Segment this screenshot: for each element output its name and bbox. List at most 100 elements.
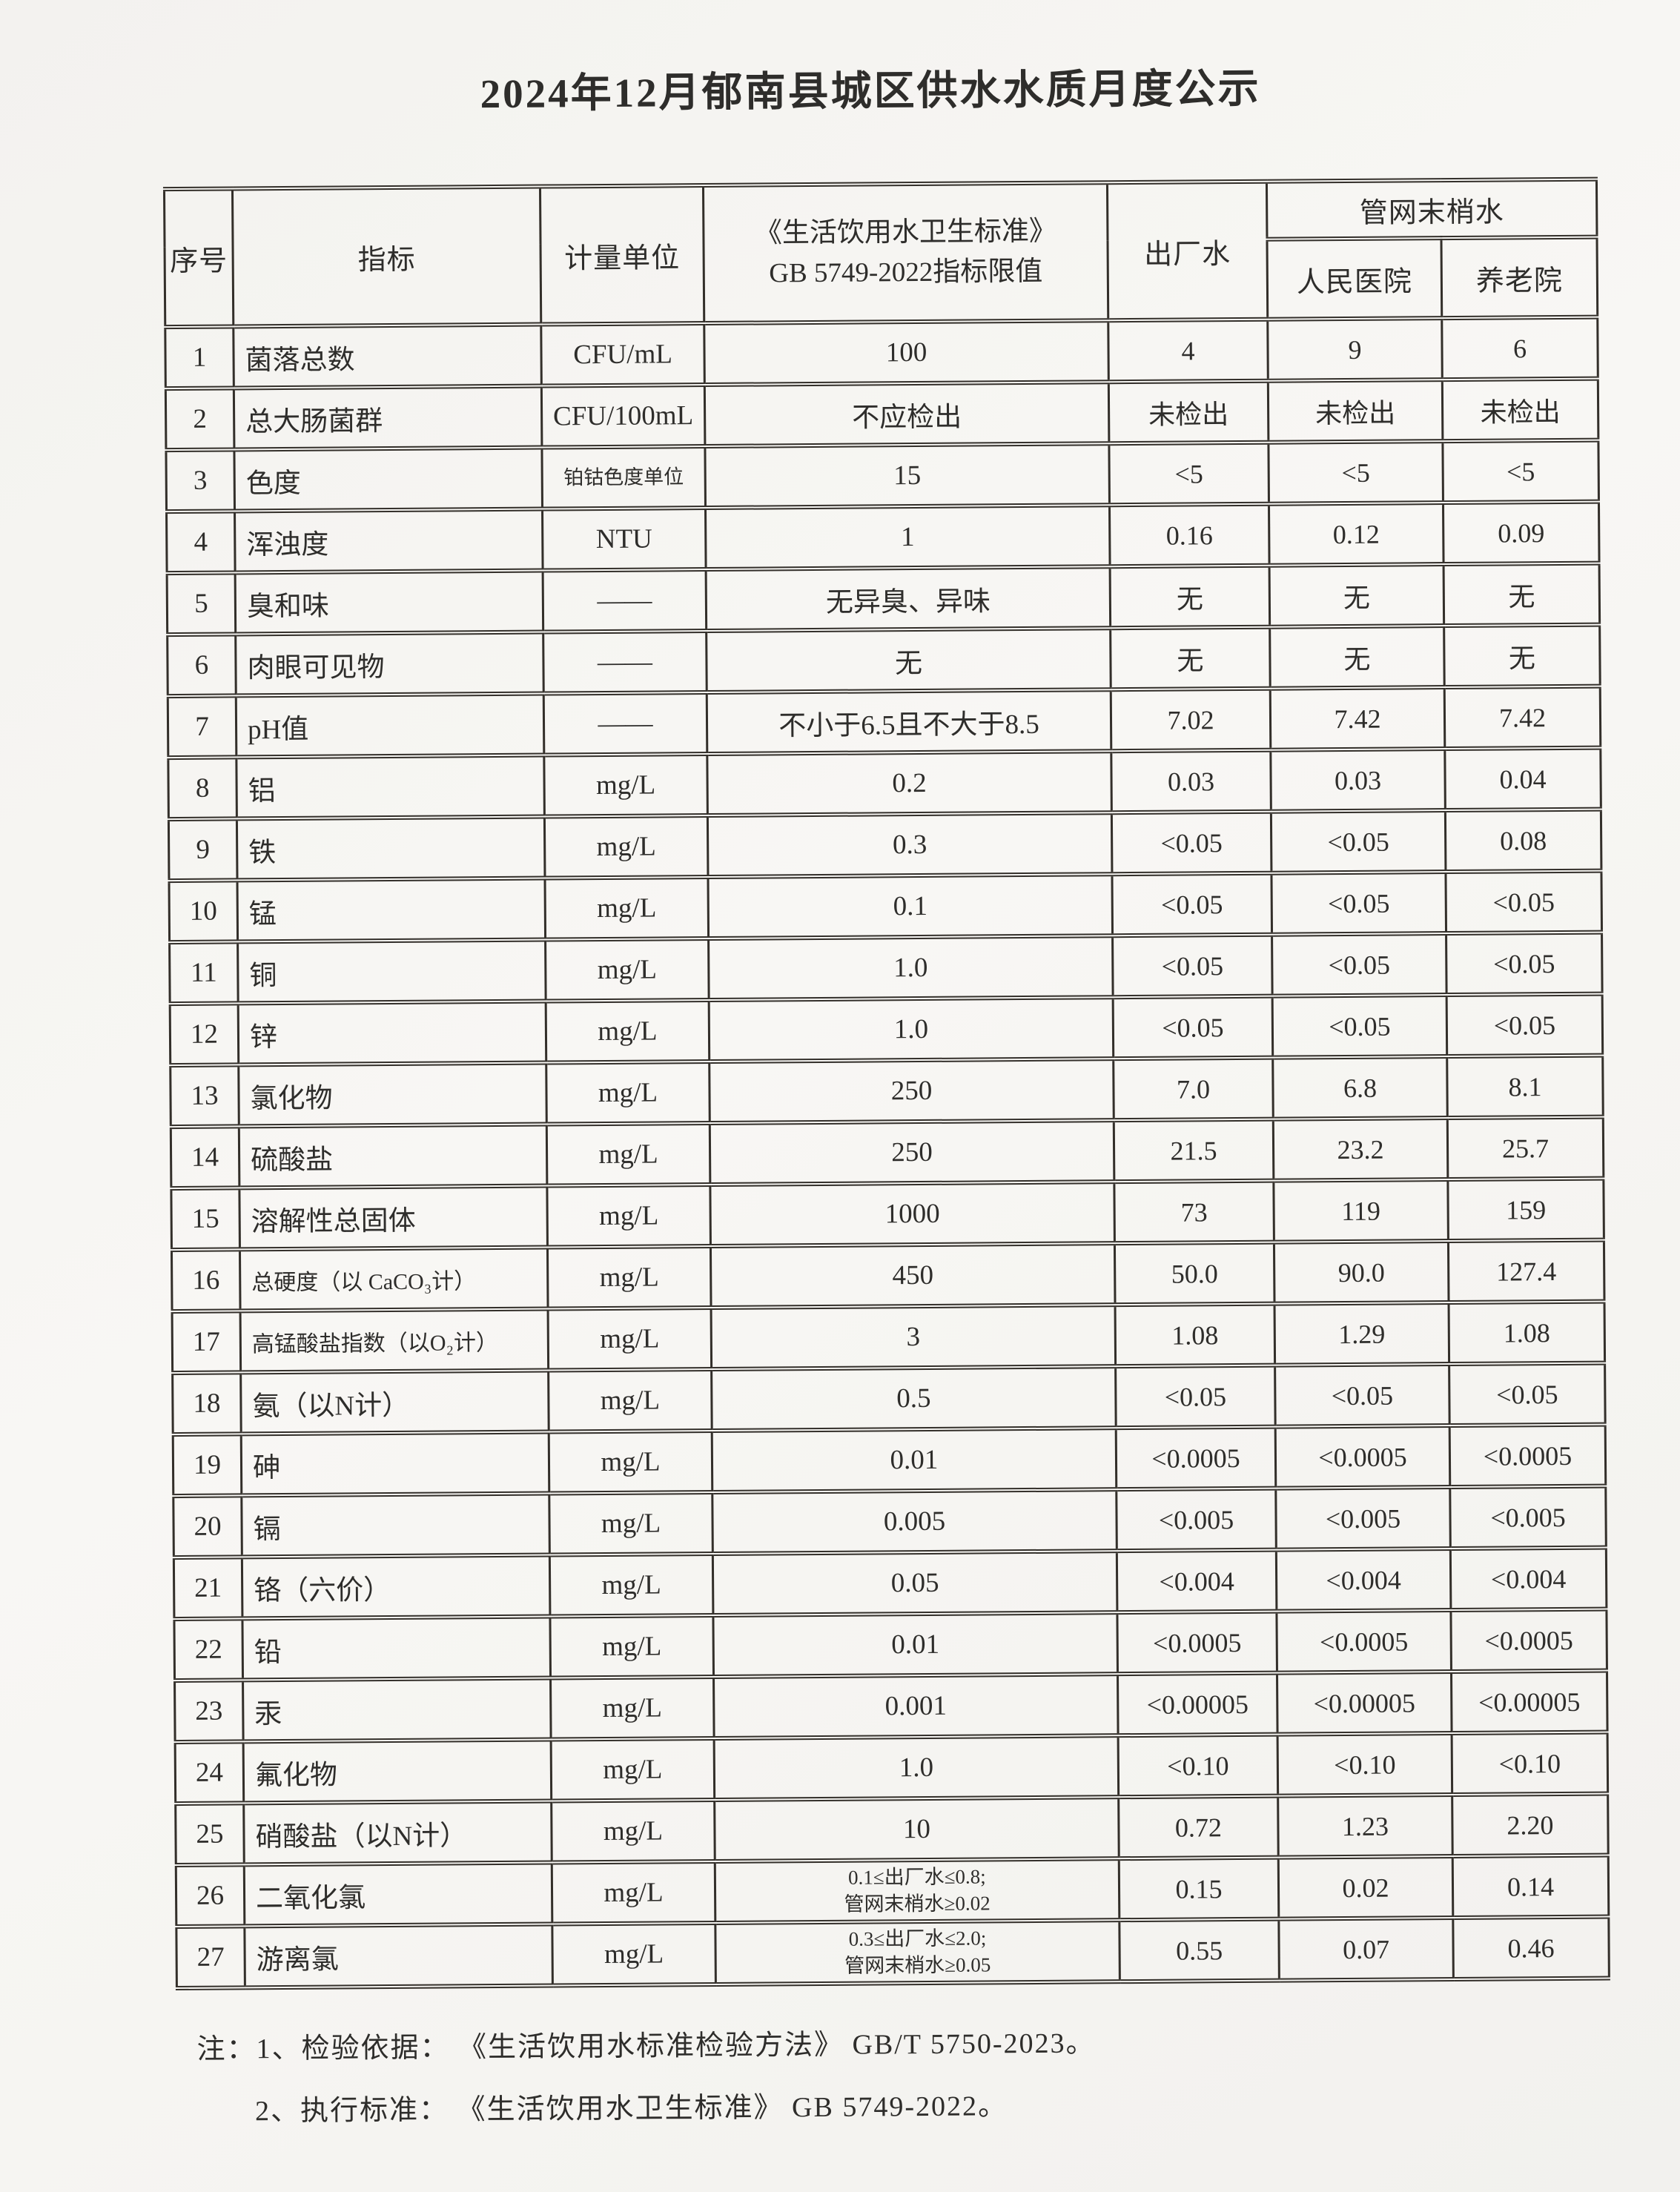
table-row: 23 汞 mg/L 0.001 <0.00005 <0.00005 <0.000… (174, 1670, 1608, 1743)
cell-indicator: 铁 (237, 816, 545, 881)
cell-nursing-home: 0.08 (1445, 809, 1601, 873)
cell-no: 26 (176, 1864, 245, 1927)
table-row: 2 总大肠菌群 CFU/100mL 不应检出 未检出 未检出 未检出 (165, 378, 1598, 451)
cell-nursing-home: <0.00005 (1451, 1670, 1608, 1734)
cell-indicator: 高锰酸盐指数（以O₂计） (240, 1308, 549, 1373)
cell-nursing-home: 7.42 (1444, 686, 1601, 749)
table-row: 26 二氧化氯 mg/L 0.1≤出厂水≤0.8; 管网末梢水≥0.02 0.1… (176, 1855, 1609, 1927)
cell-factory-water: <0.05 (1113, 996, 1273, 1059)
cell-limit: 0.001 (713, 1674, 1119, 1738)
cell-factory-water: <0.05 (1111, 811, 1271, 875)
table-row: 8 铝 mg/L 0.2 0.03 0.03 0.04 (168, 747, 1601, 820)
table-row: 13 氯化物 mg/L 250 7.0 6.8 8.1 (170, 1055, 1604, 1128)
cell-factory-water: 未检出 (1108, 380, 1269, 444)
table-row: 20 镉 mg/L 0.005 <0.005 <0.005 <0.005 (173, 1486, 1607, 1558)
cell-no: 10 (168, 880, 238, 943)
cell-factory-water: <0.05 (1115, 1365, 1276, 1428)
cell-indicator: 氨（以N计） (240, 1370, 549, 1434)
cell-unit: mg/L (549, 1491, 713, 1555)
cell-indicator: 硝酸盐（以N计） (243, 1801, 552, 1865)
cell-no: 27 (176, 1926, 245, 1989)
cell-factory-water: 0.16 (1109, 503, 1270, 567)
cell-limit: 450 (710, 1243, 1116, 1308)
table-row: 15 溶解性总固体 mg/L 1000 73 119 159 (171, 1178, 1604, 1251)
note-1: 注：1、检验依据： 《生活饮用水标准检验方法》 GB/T 5750-2023。 (196, 2023, 1680, 2067)
cell-no: 19 (173, 1434, 242, 1497)
cell-hospital: <0.10 (1277, 1733, 1452, 1796)
notes-prefix: 注： (196, 2033, 257, 2065)
notes-section: 注：1、检验依据： 《生活饮用水标准检验方法》 GB/T 5750-2023。 … (196, 2023, 1680, 2129)
cell-factory-water: <0.005 (1116, 1488, 1277, 1552)
cell-no: 13 (170, 1064, 239, 1128)
cell-hospital: <0.05 (1272, 995, 1447, 1058)
col-header-nursing-home: 养老院 (1441, 236, 1598, 319)
cell-hospital: 6.8 (1272, 1056, 1448, 1119)
cell-indicator: 砷 (241, 1431, 549, 1496)
cell-hospital: 119 (1273, 1179, 1449, 1242)
cell-limit: 0.05 (712, 1551, 1117, 1615)
cell-hospital: <0.0005 (1276, 1610, 1452, 1673)
cell-unit: mg/L (549, 1553, 713, 1617)
cell-indicator: 锰 (237, 878, 546, 942)
cell-indicator: 色度 (234, 447, 543, 511)
cell-unit: 铂钴色度单位 (541, 446, 706, 509)
cell-hospital: <0.05 (1271, 872, 1446, 935)
cell-nursing-home: 0.14 (1452, 1855, 1609, 1918)
cell-unit: —— (543, 631, 707, 694)
cell-limit: 不小于6.5且不大于8.5 (707, 689, 1111, 755)
cell-unit: CFU/100mL (541, 385, 705, 448)
cell-no: 16 (171, 1249, 241, 1312)
cell-indicator: 锌 (238, 1001, 546, 1065)
table-row: 6 肉眼可见物 —— 无 无 无 无 (167, 624, 1601, 697)
cell-factory-water: 73 (1114, 1180, 1274, 1244)
table-row: 22 铅 mg/L 0.01 <0.0005 <0.0005 <0.0005 (173, 1609, 1607, 1681)
col-header-network-water: 管网末梢水 (1266, 179, 1597, 239)
cell-indicator: 溶解性总固体 (239, 1185, 548, 1250)
cell-factory-water: <0.0005 (1117, 1611, 1277, 1675)
cell-no: 21 (173, 1557, 242, 1620)
cell-factory-water: 1.08 (1115, 1303, 1275, 1367)
cell-nursing-home: <0.10 (1452, 1732, 1608, 1795)
cell-indicator: 硫酸盐 (239, 1124, 547, 1188)
cell-indicator: 臭和味 (235, 570, 543, 635)
cell-unit: mg/L (546, 1184, 711, 1248)
cell-no: 12 (170, 1003, 239, 1066)
cell-hospital: 1.29 (1274, 1302, 1449, 1365)
cell-indicator: 铬（六价） (242, 1554, 550, 1619)
table-row: 16 总硬度（以 CaCO₃计） mg/L 450 50.0 90.0 127.… (171, 1239, 1605, 1312)
cell-nursing-home: 6 (1441, 317, 1598, 380)
page-title: 2024年12月郁南县城区供水水质月度公示 (480, 65, 1261, 117)
cell-limit: 无异臭、异味 (706, 566, 1111, 632)
cell-indicator: 氟化物 (243, 1739, 552, 1804)
cell-hospital: 0.12 (1269, 503, 1444, 566)
cell-indicator: 总硬度（以 CaCO₃计） (239, 1247, 549, 1311)
cell-limit: 1000 (710, 1182, 1115, 1246)
note-1-text: 1、检验依据： 《生活饮用水标准检验方法》 GB/T 5750-2023。 (256, 2027, 1096, 2065)
cell-limit: 250 (709, 1059, 1114, 1123)
cell-indicator: 氯化物 (238, 1062, 547, 1127)
cell-hospital: <5 (1268, 441, 1443, 504)
table-row: 4 浑浊度 NTU 1 0.16 0.12 0.09 (166, 501, 1600, 574)
cell-unit: mg/L (548, 1307, 712, 1371)
cell-no: 24 (175, 1741, 244, 1804)
cell-unit: mg/L (546, 1062, 710, 1125)
cell-no: 11 (169, 941, 239, 1004)
table-row: 18 氨（以N计） mg/L 0.5 <0.05 <0.05 <0.05 (172, 1362, 1606, 1435)
cell-unit: mg/L (550, 1676, 715, 1740)
cell-unit: —— (543, 692, 707, 755)
cell-hospital: <0.005 (1275, 1487, 1451, 1550)
cell-indicator: 铜 (237, 939, 546, 1004)
cell-factory-water: 21.5 (1114, 1119, 1274, 1182)
cell-hospital: 无 (1269, 626, 1445, 689)
table-row: 24 氟化物 mg/L 1.0 <0.10 <0.10 <0.10 (175, 1732, 1608, 1804)
cell-indicator: 汞 (242, 1678, 552, 1742)
cell-no: 18 (172, 1372, 242, 1435)
table-row: 11 铜 mg/L 1.0 <0.05 <0.05 <0.05 (169, 932, 1603, 1004)
cell-nursing-home: 159 (1447, 1178, 1604, 1242)
cell-indicator: 总大肠菌群 (234, 385, 542, 450)
table-row: 7 pH值 —— 不小于6.5且不大于8.5 7.02 7.42 7.42 (168, 686, 1601, 758)
cell-factory-water: <5 (1108, 442, 1269, 506)
cell-hospital: 未检出 (1268, 380, 1443, 443)
cell-unit: mg/L (546, 1122, 710, 1186)
cell-nursing-home: 无 (1443, 563, 1600, 626)
